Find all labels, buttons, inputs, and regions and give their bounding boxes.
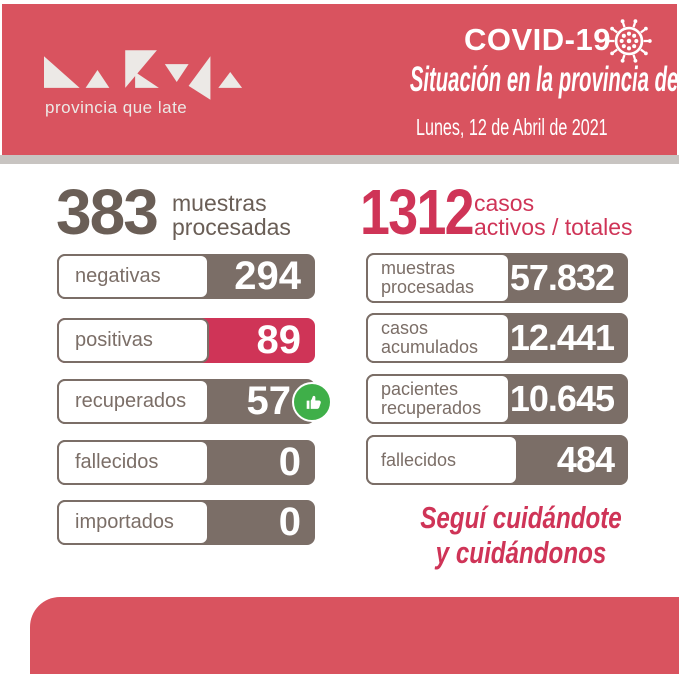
stat-row-recuperados: recuperados 57	[57, 379, 332, 424]
stat-row-importados: importados 0	[57, 500, 315, 545]
daily-samples-number: 383	[56, 176, 159, 248]
stat-row-pacientes-recuperados: pacientes recuperados 10.645	[366, 374, 628, 424]
stat-value: 57	[246, 379, 292, 423]
stat-row-fallecidos-hoy: fallecidos 0	[57, 440, 315, 485]
stat-row-casos-acumulados: casos acumulados 12.441	[366, 313, 628, 363]
active-cases-label: casos activos / totales	[474, 190, 633, 240]
footer-band: MINISTERIO DE SALUD www salud.larioja.go…	[30, 597, 679, 674]
stat-value: 294	[234, 254, 301, 298]
stat-value: 0	[278, 440, 301, 484]
stat-label: fallecidos	[57, 440, 209, 485]
divider-strip	[0, 155, 679, 164]
stat-value: 0	[278, 500, 301, 544]
stat-value: 89	[256, 318, 302, 362]
stat-label: importados	[57, 500, 209, 545]
stat-label: pacientes recuperados	[366, 374, 510, 424]
la-rioja-logo-icon	[44, 50, 243, 100]
active-cases-number: 1312	[360, 176, 475, 248]
care-message: Seguí cuidándote y cuidándonos	[420, 500, 622, 570]
stat-label: casos acumulados	[366, 313, 510, 363]
coronavirus-icon	[606, 19, 652, 63]
stat-label: negativas	[57, 254, 209, 299]
stat-label: positivas	[57, 318, 209, 363]
stat-value: 12.441	[509, 317, 615, 358]
logo-tagline: provincia que late	[45, 98, 188, 117]
daily-samples-label: muestras procesadas	[172, 190, 291, 240]
stat-row-negativas: negativas 294	[57, 254, 315, 299]
stat-label: recuperados	[57, 379, 209, 424]
header-date: Lunes, 12 de Abril de 2021	[416, 114, 608, 140]
stat-value: 484	[556, 439, 615, 480]
covid-title: COVID-19	[464, 22, 611, 57]
stat-value: 57.832	[509, 257, 615, 298]
stat-label: fallecidos	[366, 435, 518, 485]
header-band: provincia que late COVID-19	[2, 4, 679, 155]
thumbs-up-icon	[292, 381, 332, 422]
header-subtitle: Situación en la provincia de La Rioja	[409, 60, 679, 99]
stat-row-positivas: positivas 89	[57, 318, 315, 363]
stat-row-muestras-totales: muestras procesadas 57.832	[366, 253, 628, 303]
stat-label: muestras procesadas	[366, 253, 510, 303]
stat-value: 10.645	[509, 378, 615, 419]
stat-row-fallecidos-totales: fallecidos 484	[366, 435, 628, 485]
